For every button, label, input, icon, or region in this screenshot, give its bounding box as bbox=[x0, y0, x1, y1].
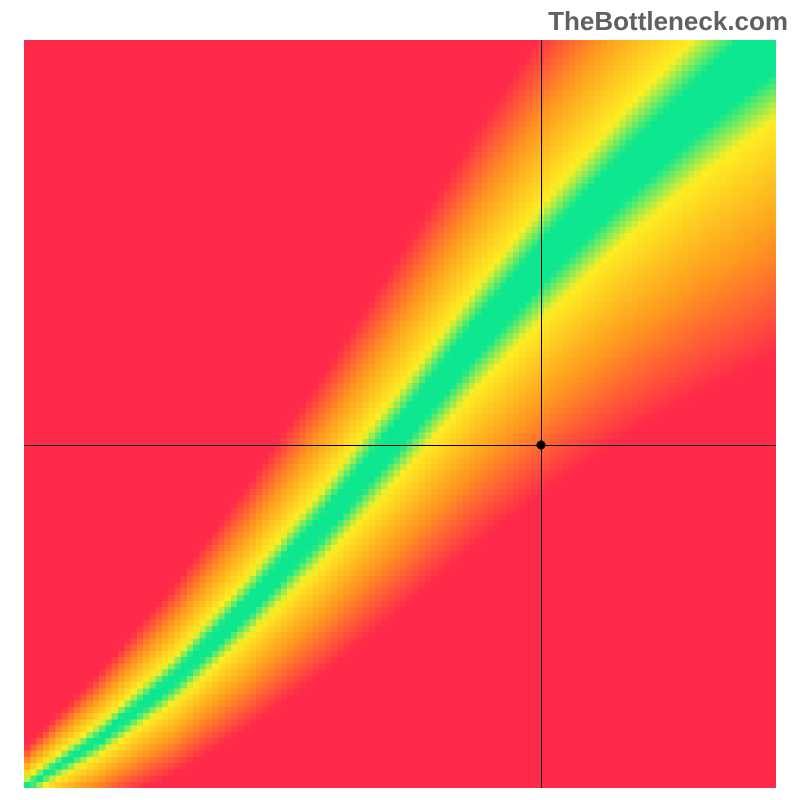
watermark-text: TheBottleneck.com bbox=[548, 6, 788, 37]
heatmap-plot bbox=[24, 40, 776, 788]
chart-container: TheBottleneck.com bbox=[0, 0, 800, 800]
crosshair-vertical bbox=[541, 40, 542, 788]
crosshair-marker bbox=[536, 440, 545, 449]
crosshair-horizontal bbox=[24, 445, 776, 446]
heatmap-canvas bbox=[24, 40, 776, 788]
